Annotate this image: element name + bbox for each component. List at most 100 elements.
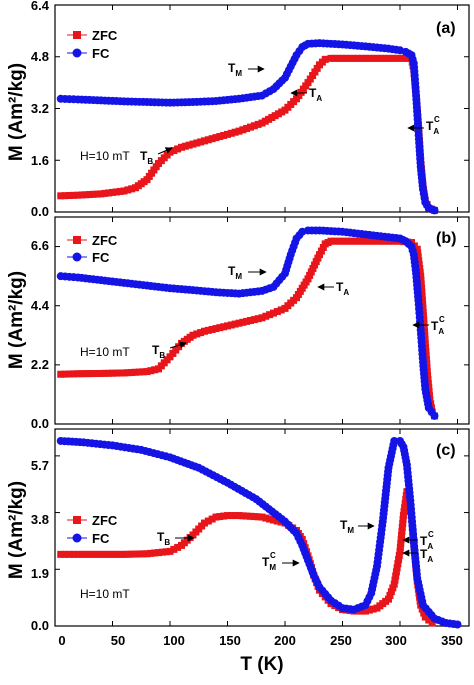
data-point-zfc bbox=[70, 191, 78, 199]
data-point-fc bbox=[453, 620, 462, 629]
data-point-zfc bbox=[335, 237, 343, 245]
data-point-zfc bbox=[394, 560, 402, 568]
data-point-zfc bbox=[342, 54, 350, 62]
data-point-zfc bbox=[74, 370, 82, 378]
annotation-symbol: T bbox=[426, 119, 434, 133]
data-point-zfc bbox=[65, 550, 73, 558]
y-tick-label: 1.6 bbox=[31, 153, 49, 168]
data-point-zfc bbox=[270, 516, 277, 524]
data-point-zfc bbox=[401, 504, 409, 512]
data-point-zfc bbox=[418, 288, 426, 296]
data-point-zfc bbox=[313, 64, 321, 72]
data-point-zfc bbox=[415, 261, 423, 269]
annotation-subscript: B bbox=[164, 538, 170, 547]
data-point-zfc bbox=[174, 543, 182, 551]
data-point-zfc bbox=[250, 316, 258, 324]
data-point-zfc bbox=[227, 512, 235, 520]
data-point-zfc bbox=[266, 311, 274, 319]
data-point-zfc bbox=[413, 245, 421, 253]
data-point-zfc bbox=[212, 513, 220, 521]
data-point-fc bbox=[430, 411, 439, 420]
data-point-zfc bbox=[170, 545, 178, 553]
data-point-zfc bbox=[309, 72, 317, 80]
data-point-zfc bbox=[86, 191, 93, 199]
data-point-zfc bbox=[385, 237, 392, 245]
data-point-zfc bbox=[216, 133, 224, 141]
data-point-zfc bbox=[235, 512, 243, 520]
data-point-zfc bbox=[399, 512, 407, 520]
data-point-zfc bbox=[162, 548, 170, 556]
annotation-ta: TA bbox=[402, 547, 433, 564]
data-point-zfc bbox=[61, 370, 69, 378]
data-point-zfc bbox=[395, 551, 403, 559]
x-tick-label: 0 bbox=[58, 633, 65, 648]
data-point-zfc bbox=[57, 192, 65, 200]
data-point-zfc bbox=[227, 129, 235, 137]
data-point-zfc bbox=[277, 306, 285, 314]
data-point-zfc bbox=[331, 237, 339, 245]
data-point-zfc bbox=[93, 370, 101, 378]
legend-marker-zfc bbox=[73, 516, 81, 524]
annotation-symbol: T bbox=[420, 534, 428, 548]
data-point-zfc bbox=[86, 370, 93, 378]
data-point-zfc bbox=[201, 137, 208, 145]
data-point-zfc bbox=[399, 520, 407, 528]
data-point-zfc bbox=[385, 54, 392, 62]
panel-c: 0.0 1.9 3.8 5.7 ZFC FC (c) H=10 mT TB TM… bbox=[31, 428, 470, 633]
data-point-zfc bbox=[321, 55, 329, 63]
data-point-zfc bbox=[250, 122, 258, 130]
panel-a: 0.0 1.6 3.2 4.8 6.4 ZFC FC (a) H=10 mT T… bbox=[31, 0, 470, 219]
svg-text:TM: TM bbox=[262, 555, 276, 572]
data-point-zfc bbox=[208, 515, 216, 523]
panel-label: (a) bbox=[436, 20, 456, 37]
data-point-zfc bbox=[101, 189, 109, 197]
data-point-zfc bbox=[124, 186, 132, 194]
data-point-zfc bbox=[358, 607, 366, 615]
annotation-arrow bbox=[169, 341, 187, 349]
legend-label-zfc: ZFC bbox=[92, 233, 118, 248]
svg-text:TA: TA bbox=[420, 547, 433, 564]
annotation-subscript: M bbox=[269, 563, 276, 572]
data-point-zfc bbox=[89, 550, 97, 558]
annotation-arrow bbox=[157, 147, 173, 155]
annotation-subscript: B bbox=[159, 351, 165, 360]
data-point-zfc bbox=[132, 550, 139, 558]
data-point-zfc bbox=[388, 54, 396, 62]
x-tick-label: 100 bbox=[163, 633, 185, 648]
annotation-ta: TA bbox=[290, 86, 322, 103]
axis-ticks bbox=[54, 217, 469, 425]
svg-text:TM: TM bbox=[228, 61, 242, 78]
data-point-zfc bbox=[331, 54, 339, 62]
y-tick-label: 0.0 bbox=[31, 416, 49, 431]
data-point-zfc bbox=[387, 588, 395, 596]
data-point-zfc bbox=[400, 54, 408, 62]
series-layer bbox=[56, 436, 462, 629]
data-point-zfc bbox=[262, 514, 270, 522]
data-point-zfc bbox=[57, 550, 65, 558]
data-point-zfc bbox=[139, 550, 147, 558]
annotation-subscript: M bbox=[347, 526, 354, 535]
annotation-superscript: C bbox=[434, 115, 440, 124]
data-point-zfc bbox=[120, 187, 128, 195]
legend: ZFC FC bbox=[67, 28, 118, 61]
x-tick-label: 250 bbox=[330, 633, 352, 648]
data-point-zfc bbox=[109, 369, 116, 377]
legend-marker-fc bbox=[72, 252, 82, 262]
data-point-zfc bbox=[362, 237, 369, 245]
annotation-symbol: T bbox=[157, 530, 165, 544]
data-point-zfc bbox=[392, 568, 400, 576]
data-point-zfc bbox=[231, 512, 239, 520]
data-point-zfc bbox=[97, 369, 105, 377]
data-point-zfc bbox=[216, 513, 224, 521]
data-point-zfc bbox=[166, 547, 174, 555]
data-point-zfc bbox=[418, 284, 426, 292]
y-axis-title-middle: M (Am²/kg) bbox=[6, 271, 27, 369]
data-point-zfc bbox=[235, 319, 243, 327]
data-point-zfc bbox=[381, 237, 389, 245]
panel-label: (b) bbox=[436, 230, 456, 247]
annotation-tb: TB bbox=[152, 341, 187, 360]
svg-text:TB: TB bbox=[140, 149, 153, 166]
data-point-zfc bbox=[220, 323, 228, 331]
data-point-zfc bbox=[398, 524, 406, 531]
data-point-zfc bbox=[204, 517, 212, 525]
